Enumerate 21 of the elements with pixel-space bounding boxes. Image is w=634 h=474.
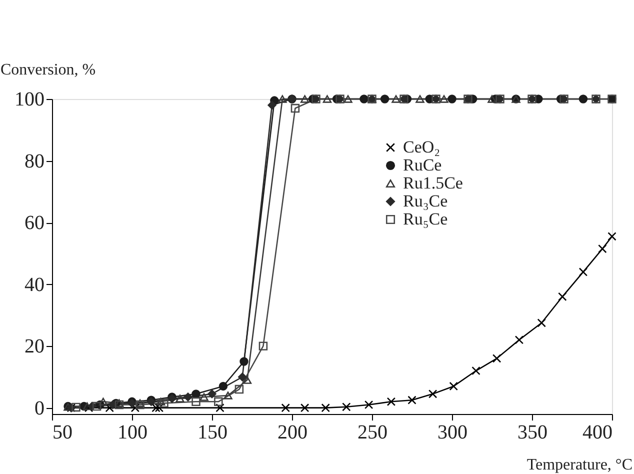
x-tick-label: 250 <box>358 422 388 444</box>
y-tick-label: 20 <box>24 336 44 358</box>
y-tick-label: 100 <box>14 88 44 110</box>
x-tick-label: 100 <box>118 422 148 444</box>
x-tick-label: 200 <box>278 422 308 444</box>
y-tick-label: 60 <box>24 212 44 234</box>
x-tick-label: 300 <box>438 422 468 444</box>
y-tick-label: 40 <box>24 274 44 296</box>
y-tick-label: 0 <box>34 397 44 420</box>
x-tick-label: 350 <box>518 422 548 444</box>
legend-label: CeO₂ <box>403 138 440 156</box>
x-tick-label: 50 <box>52 422 72 444</box>
x-axis-title: Temperature, °C <box>526 456 632 474</box>
legend-label: Ru₃Ce <box>403 192 448 210</box>
legend-label: Ru1.5Ce <box>403 174 463 192</box>
y-tick-label: 80 <box>24 150 44 172</box>
y-axis-title: Conversion, % <box>0 62 96 78</box>
legend-label: Ru₅Ce <box>403 210 448 228</box>
x-tick-label: 400 <box>582 422 612 444</box>
x-tick-label: 150 <box>198 422 228 444</box>
legend-label: RuCe <box>403 156 442 174</box>
